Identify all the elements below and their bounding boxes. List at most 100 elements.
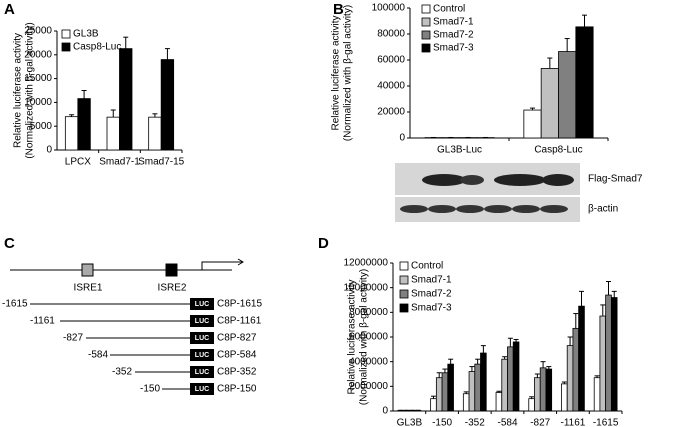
tss-arrow — [201, 261, 242, 270]
band — [512, 205, 540, 213]
legend-swatch — [61, 29, 71, 39]
legend-swatch — [61, 42, 71, 52]
bar — [558, 51, 577, 139]
construct-start: -827 — [63, 333, 83, 344]
y-tick-label: 10000000 — [344, 282, 389, 293]
isre-label: ISRE1 — [74, 283, 103, 294]
y-tick-label: 6000000 — [349, 332, 388, 343]
x-tick-label: -827 — [530, 418, 550, 427]
y-axis-label: Relative luciferase activity — [347, 279, 358, 394]
bar — [534, 377, 541, 412]
isre-label: ISRE2 — [158, 283, 187, 294]
bar — [447, 363, 454, 412]
x-tick-label: -1161 — [561, 418, 586, 427]
luc-label: LUC — [195, 386, 209, 393]
bar — [605, 294, 612, 412]
bar — [575, 26, 594, 139]
x-tick-label: Smad7-1 — [99, 157, 140, 168]
legend-swatch — [399, 275, 409, 285]
luc-label: LUC — [195, 369, 209, 376]
y-tick-label: 100000 — [372, 3, 406, 14]
construct-start: -1615 — [2, 299, 28, 310]
y-tick-label: 40000 — [377, 81, 405, 92]
band — [456, 205, 484, 213]
legend-swatch — [399, 261, 409, 271]
band — [494, 174, 546, 186]
bar — [468, 371, 476, 412]
construct-start: -1161 — [30, 316, 55, 327]
y-tick-label: 15000 — [24, 73, 52, 84]
bar — [462, 393, 470, 412]
y-tick-label: 2000000 — [349, 381, 388, 392]
legend-swatch — [421, 17, 431, 27]
legend-label: Casp8-Luc — [73, 42, 121, 53]
bar — [501, 358, 508, 412]
luc-label: LUC — [195, 301, 209, 308]
bar — [545, 368, 553, 412]
x-tick-label: LPCX — [65, 157, 91, 168]
y-tick-label: 0 — [382, 406, 388, 417]
y-tick-label: 80000 — [377, 29, 405, 40]
legend-swatch — [399, 289, 409, 299]
legend-swatch — [421, 43, 431, 53]
bar — [528, 398, 535, 412]
bar — [599, 315, 607, 412]
bar — [561, 383, 568, 412]
construct-start: -150 — [140, 384, 160, 395]
bar — [441, 372, 449, 412]
bar — [119, 48, 133, 151]
y-axis-label: Relative luciferase activity — [331, 15, 342, 130]
bar — [106, 116, 120, 151]
y-tick-label: 5000 — [30, 121, 53, 132]
luc-box — [190, 298, 214, 310]
panel-letter: B — [333, 1, 344, 18]
panel-letter: A — [4, 1, 15, 18]
x-tick-label: -150 — [432, 418, 452, 427]
y-tick-label: 0 — [46, 145, 52, 156]
legend-label: GL3B — [73, 29, 99, 40]
x-tick-label: Smad7-15 — [138, 157, 185, 168]
legend-label: Smad7-2 — [411, 289, 452, 300]
legend-swatch — [421, 30, 431, 40]
bar — [539, 367, 547, 412]
legend-swatch — [421, 4, 431, 14]
construct-name: C8P-827 — [217, 333, 257, 344]
x-tick-label: GL3B — [397, 418, 423, 427]
bar — [64, 116, 79, 151]
bar — [148, 116, 162, 151]
x-tick-label: GL3B-Luc — [437, 145, 482, 156]
blot-label: Flag-Smad7 — [588, 174, 643, 185]
x-tick-label: -1615 — [593, 418, 619, 427]
bar — [77, 98, 91, 151]
y-axis-label: Relative luciferase activity — [13, 33, 24, 148]
legend-label: Smad7-1 — [433, 17, 474, 28]
promoter-diagram: ISRE1 ISRE2 — [10, 258, 244, 294]
band — [484, 205, 512, 213]
construct-name: C8P-150 — [217, 384, 257, 395]
construct-start: -584 — [88, 350, 108, 361]
y-tick-label: 12000000 — [344, 258, 389, 269]
construct-name: C8P-1615 — [217, 299, 262, 310]
band — [428, 205, 456, 213]
band — [422, 174, 466, 186]
bar — [512, 341, 520, 412]
bar — [578, 305, 585, 412]
isre-box — [81, 263, 94, 277]
luc-label: LUC — [195, 318, 209, 325]
luc-box — [190, 349, 214, 361]
legend-label: Smad7-3 — [433, 43, 474, 54]
bar — [540, 68, 559, 139]
legend-label: Smad7-1 — [411, 275, 452, 286]
band — [540, 205, 568, 213]
legend-label: Smad7-2 — [433, 30, 474, 41]
construct-name: C8P-584 — [217, 350, 257, 361]
legend-label: Control — [411, 261, 443, 272]
band — [460, 175, 484, 185]
bar — [507, 346, 514, 412]
bar — [435, 377, 443, 412]
luc-box — [190, 383, 214, 395]
legend-label: Smad7-3 — [411, 303, 452, 314]
y-tick-label: 10000 — [24, 97, 52, 108]
bar — [495, 392, 503, 412]
